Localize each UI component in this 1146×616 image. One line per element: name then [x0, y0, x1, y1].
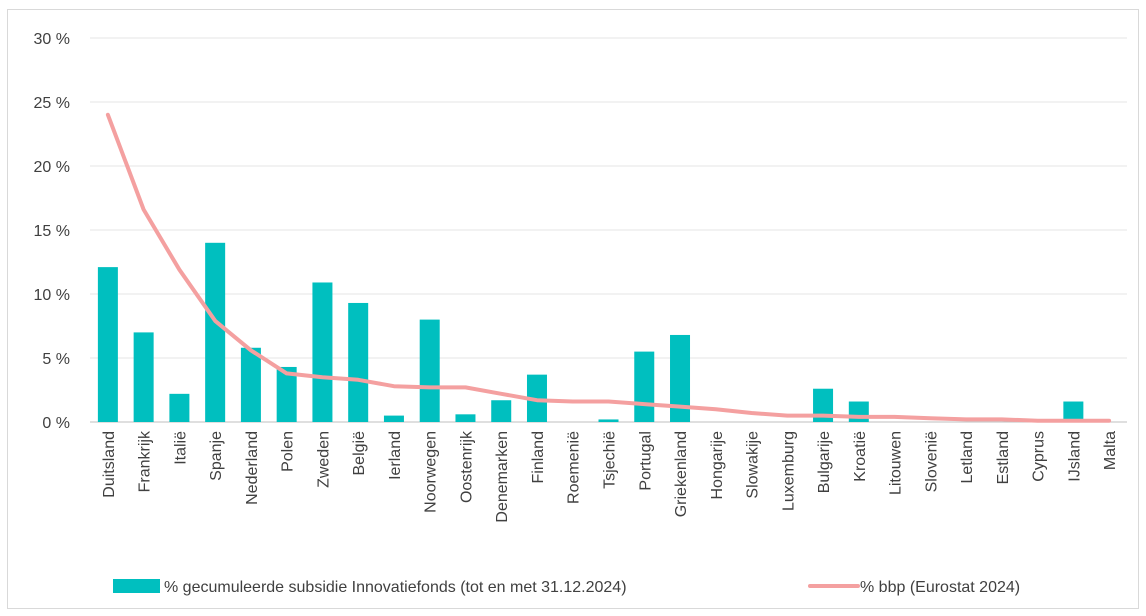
bar-series — [97, 242, 1084, 422]
x-tick-label: Duitsland — [101, 431, 118, 498]
x-tick-label: Estland — [995, 431, 1012, 484]
y-tick-label: 5 % — [42, 351, 70, 368]
x-tick-label: Italië — [172, 431, 189, 465]
x-axis-ticks: Duitsland Frankrijk Italië Spanje Nederland P… — [101, 430, 1119, 523]
legend: % gecumuleerde subsidie Innovatiefonds (… — [113, 579, 1020, 596]
x-tick-label: Denemarken — [494, 431, 511, 523]
bar-zweden — [312, 282, 333, 422]
bar-belgië — [348, 302, 369, 422]
bar-nederland — [240, 347, 261, 422]
line-series — [105, 112, 1112, 423]
legend-label-line: % bbp (Eurostat 2024) — [860, 579, 1020, 596]
y-tick-label: 10 % — [34, 287, 70, 304]
x-tick-label: Oostenrijk — [458, 430, 475, 503]
x-tick-label: Luxemburg — [780, 431, 797, 511]
bar-tsjechië — [598, 419, 619, 422]
y-tick-label: 15 % — [34, 223, 70, 240]
bar-noorwegen — [419, 319, 440, 422]
legend-label-bar: % gecumuleerde subsidie Innovatiefonds (… — [164, 579, 627, 596]
x-tick-label: Griekenland — [673, 431, 690, 517]
y-axis-ticks: 0 % 5 % 10 % 15 % 20 % 25 % 30 % — [34, 31, 70, 432]
x-tick-label: Tsjechië — [602, 431, 619, 489]
y-tick-label: 30 % — [34, 31, 70, 48]
bar-frankrijk — [133, 332, 154, 422]
x-tick-label: Ierland — [387, 431, 404, 480]
x-tick-label: Cyprus — [1031, 431, 1048, 482]
y-tick-label: 25 % — [34, 95, 70, 112]
x-tick-label: Frankrijk — [137, 430, 154, 492]
bar-ijsland — [1063, 401, 1084, 422]
x-tick-label: IJsland — [1066, 431, 1083, 482]
x-tick-label: Bulgarije — [816, 431, 833, 493]
x-tick-label: Slovenië — [923, 431, 940, 492]
x-tick-label: Nederland — [244, 431, 261, 505]
bar-duitsland — [97, 267, 118, 422]
bar-portugal — [634, 351, 655, 422]
bar-polen — [276, 366, 297, 422]
legend-swatch-bar — [113, 579, 160, 593]
x-tick-label: België — [351, 431, 368, 476]
x-tick-label: Noorwegen — [423, 431, 440, 513]
x-tick-label: Letland — [959, 431, 976, 484]
chart-frame — [7, 9, 1139, 609]
x-tick-label: Finland — [530, 431, 547, 483]
bar-griekenland — [670, 334, 691, 422]
bar-italië — [169, 393, 190, 422]
x-tick-label: Polen — [280, 431, 297, 472]
x-tick-label: Roemenië — [566, 431, 583, 504]
x-tick-label: Zweden — [315, 431, 332, 488]
line-bbp — [105, 112, 1112, 423]
bar-oostenrijk — [455, 414, 476, 422]
x-tick-label: Litouwen — [888, 431, 905, 495]
y-tick-label: 0 % — [42, 415, 70, 432]
x-tick-label: Malta — [1102, 431, 1119, 470]
bar-denemarken — [491, 400, 512, 422]
x-tick-label: Slowakije — [745, 431, 762, 499]
bar-spanje — [205, 242, 226, 422]
y-tick-label: 20 % — [34, 159, 70, 176]
x-tick-label: Kroatië — [852, 431, 869, 482]
x-tick-label: Spanje — [208, 431, 225, 481]
x-tick-label: Hongarije — [709, 431, 726, 500]
bar-ierland — [383, 415, 404, 422]
x-tick-label: Portugal — [637, 431, 654, 491]
bar-kroatië — [848, 401, 869, 422]
